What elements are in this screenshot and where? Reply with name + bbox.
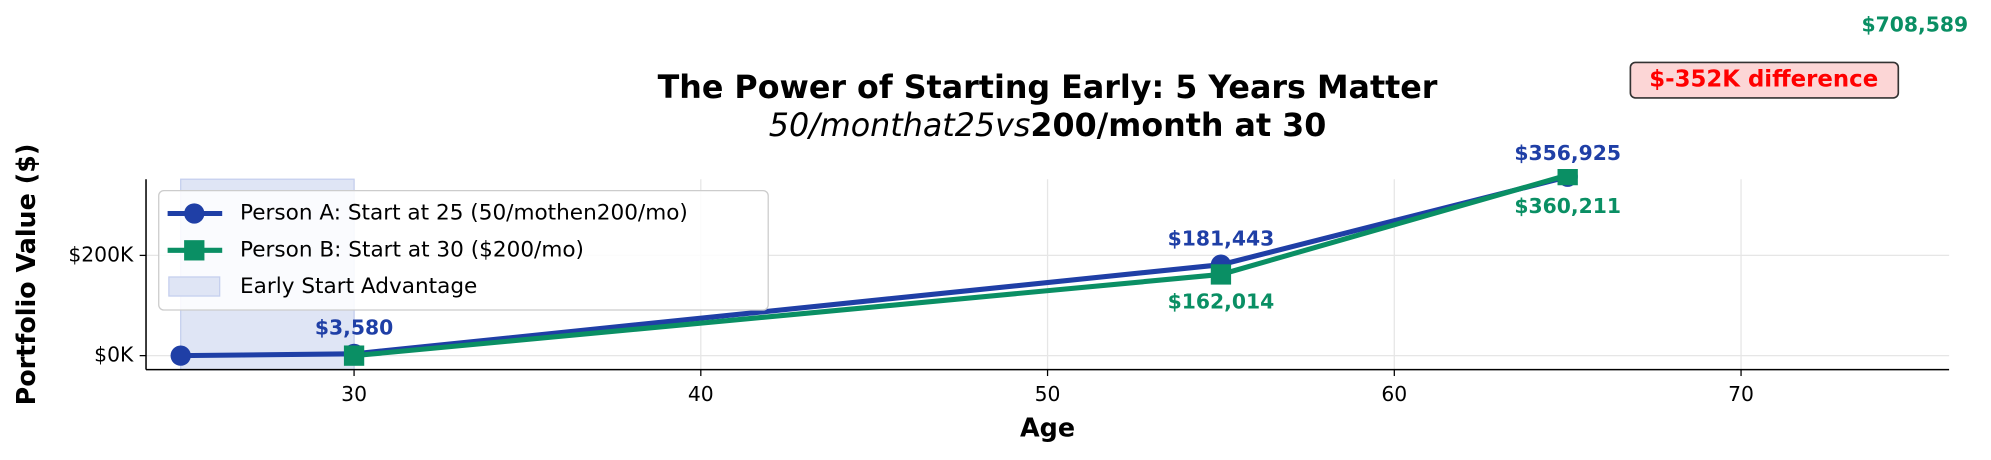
subtitle-part: 50/monthat25vs [769,108,1031,144]
y-tick-label: $0K [94,343,134,367]
point [343,345,365,366]
data-label: $181,443 [1168,226,1275,250]
point [170,345,191,366]
point [1210,264,1232,285]
legend-marker [184,203,205,224]
legend-marker [184,240,205,261]
legend-box [158,190,769,311]
legend-label: Person B: Start at 30 ($200/mo) [240,237,584,262]
annotation-box [1629,61,1900,99]
y-tick-label: $200K [68,242,134,266]
annotation: $708,589 [1862,13,1969,37]
series-line [180,174,1569,359]
chart-subtitle: 50/monthat25vs200/month at 30 [769,108,1327,144]
x-tick-label: 40 [688,382,714,406]
legend-swatch [168,276,221,297]
subtitle-part: 200/month at 30 [1030,108,1326,144]
chart-title: The Power of Starting Early: 5 Years Mat… [658,70,1438,106]
data-label: $360,211 [1514,194,1621,218]
x-tick-label: 30 [341,382,367,406]
data-label: $356,925 [1514,141,1621,165]
legend-label: Early Start Advantage [240,274,477,299]
x-tick-label: 70 [1728,382,1754,406]
data-label: $162,014 [1168,289,1275,313]
legend-label: Person A: Start at 25 (50/mothen200/mo) [240,200,688,225]
x-tick-label: 50 [1035,382,1061,406]
x-axis-label: Age [1020,412,1075,442]
data-label: $3,580 [315,315,393,339]
x-tick-label: 60 [1381,382,1407,406]
point [1557,169,1578,186]
y-axis-label: Portfolio Value ($) [11,144,41,406]
annotation: $-352K difference [1649,67,1878,93]
